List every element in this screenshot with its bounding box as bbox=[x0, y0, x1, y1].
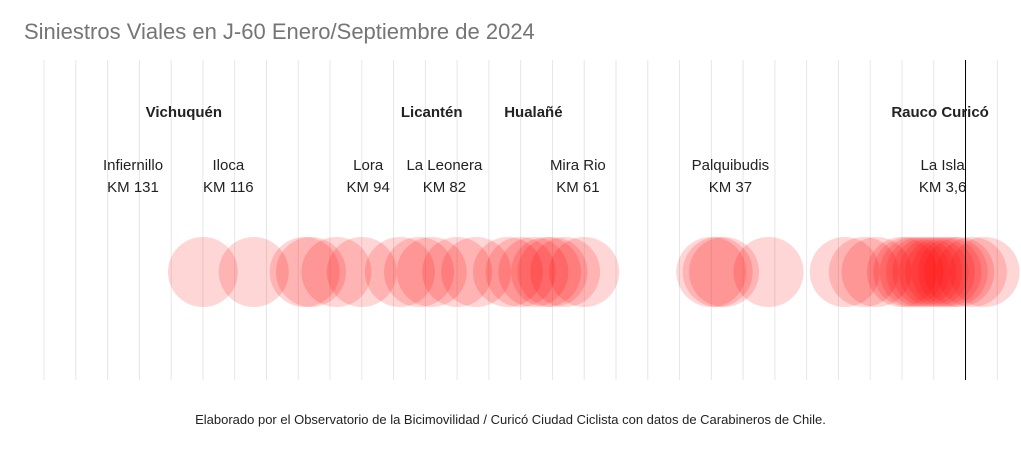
accident-point bbox=[682, 237, 753, 307]
place-km-label: KM 61 bbox=[556, 179, 599, 196]
accident-point bbox=[441, 237, 512, 307]
accident-point bbox=[301, 237, 372, 307]
place-km-label: KM 131 bbox=[107, 179, 159, 196]
place-name-label: La Isla bbox=[921, 157, 966, 174]
accident-point bbox=[898, 237, 969, 307]
accident-point bbox=[384, 237, 454, 307]
place-name-label: Infiernillo bbox=[103, 157, 163, 174]
accident-point bbox=[841, 237, 912, 307]
accident-point bbox=[422, 237, 493, 307]
place-name-label: Lora bbox=[353, 157, 384, 174]
accident-point bbox=[936, 237, 1007, 307]
place-name-label: La Leonera bbox=[406, 157, 483, 174]
place-km-label: KM 94 bbox=[346, 179, 389, 196]
commune-label: Rauco Curicó bbox=[891, 104, 989, 121]
accident-point bbox=[485, 237, 556, 307]
place-name-label: Mira Rio bbox=[550, 157, 606, 174]
place-km-label: KM 3,6 bbox=[919, 179, 967, 196]
chart-labels: Vichuquén Licantén Hualañé Rauco Curicó Infi… bbox=[103, 104, 989, 196]
commune-label: Hualañé bbox=[504, 104, 562, 121]
accident-point bbox=[530, 237, 601, 307]
accident-point bbox=[167, 237, 238, 307]
accident-point bbox=[873, 237, 944, 307]
commune-label: Licantén bbox=[401, 104, 463, 121]
chart-title: Siniestros Viales en J-60 Enero/Septiemb… bbox=[24, 19, 535, 44]
accident-point bbox=[809, 237, 880, 307]
accident-point bbox=[828, 237, 899, 307]
accident-point bbox=[949, 237, 1020, 307]
source-caption: Elaborado por el Observatorio de la Bici… bbox=[195, 412, 826, 427]
place-name-label: Iloca bbox=[213, 157, 245, 174]
accident-point bbox=[866, 237, 937, 307]
accident-point bbox=[689, 237, 760, 307]
accident-point bbox=[364, 237, 435, 307]
accident-point bbox=[218, 237, 289, 307]
accident-bubbles bbox=[167, 237, 1020, 307]
accident-point bbox=[892, 237, 963, 307]
accident-point bbox=[733, 237, 804, 307]
accident-point bbox=[511, 237, 582, 307]
accident-point bbox=[472, 237, 543, 307]
accident-point bbox=[879, 237, 950, 307]
place-km-label: KM 82 bbox=[423, 179, 466, 196]
place-km-label: KM 116 bbox=[203, 179, 254, 196]
accident-point bbox=[269, 237, 340, 307]
place-km-label: KM 37 bbox=[709, 179, 752, 196]
commune-label: Vichuquén bbox=[146, 104, 222, 121]
place-name-label: Palquibudis bbox=[692, 157, 770, 174]
grid-lines bbox=[43, 60, 998, 380]
chart-plot: Vichuquén Licantén Hualañé Rauco Curicó Infi… bbox=[43, 60, 1020, 380]
accident-point bbox=[676, 237, 747, 307]
accident-point bbox=[275, 237, 346, 307]
accident-point bbox=[911, 237, 982, 307]
accident-point bbox=[549, 237, 620, 307]
accident-point bbox=[326, 237, 397, 307]
accident-point bbox=[924, 237, 995, 307]
accident-point bbox=[886, 237, 957, 307]
accident-point bbox=[917, 237, 988, 307]
accident-point bbox=[498, 237, 569, 307]
accident-point bbox=[905, 237, 976, 307]
accident-point bbox=[396, 237, 467, 307]
accident-point bbox=[517, 237, 588, 307]
